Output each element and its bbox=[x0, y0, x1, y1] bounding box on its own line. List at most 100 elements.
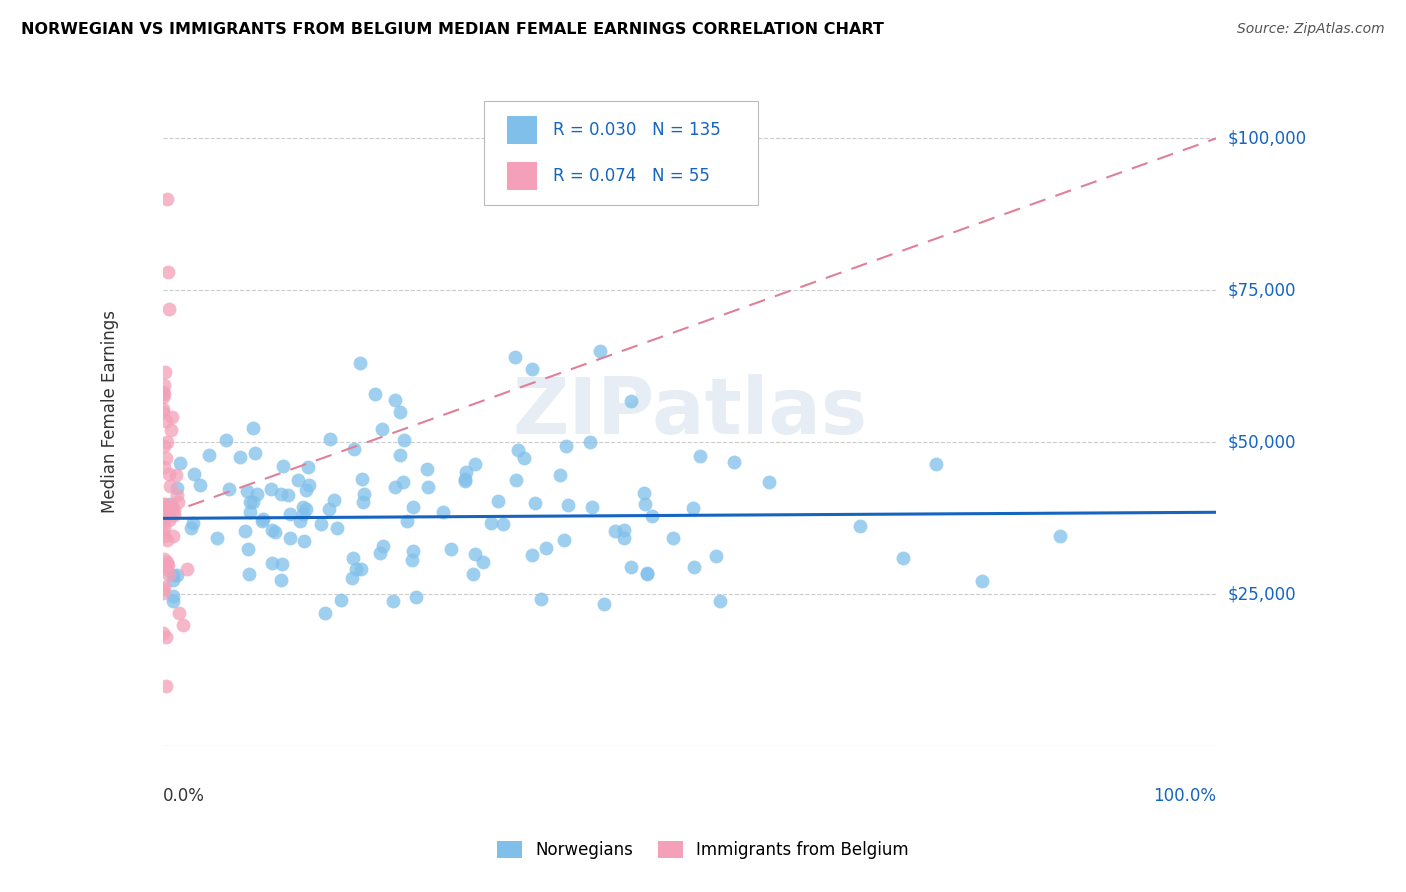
Point bbox=[683, 559, 706, 574]
Point bbox=[162, 567, 184, 582]
Text: 0.0%: 0.0% bbox=[163, 787, 205, 805]
Point bbox=[395, 514, 418, 528]
Point bbox=[287, 474, 309, 488]
Point bbox=[152, 524, 174, 539]
Point bbox=[152, 582, 174, 597]
Legend: Norwegians, Immigrants from Belgium: Norwegians, Immigrants from Belgium bbox=[491, 834, 915, 866]
Point bbox=[344, 562, 367, 576]
Point bbox=[166, 567, 188, 582]
Point bbox=[242, 421, 264, 435]
Point bbox=[292, 508, 315, 522]
Point bbox=[162, 590, 184, 604]
FancyBboxPatch shape bbox=[508, 116, 537, 144]
Point bbox=[295, 483, 318, 497]
Point bbox=[229, 450, 252, 464]
Point bbox=[242, 495, 264, 509]
Point bbox=[159, 497, 181, 511]
Point bbox=[162, 573, 184, 587]
Point bbox=[620, 560, 643, 574]
Point bbox=[157, 513, 180, 527]
Point bbox=[291, 500, 314, 515]
Point bbox=[162, 529, 184, 543]
Point bbox=[152, 625, 174, 640]
Point bbox=[581, 500, 603, 515]
Text: R = 0.030   N = 135: R = 0.030 N = 135 bbox=[553, 120, 720, 138]
Point bbox=[368, 546, 391, 560]
Point bbox=[641, 509, 664, 524]
Point bbox=[384, 392, 406, 407]
Point bbox=[350, 472, 373, 486]
Point bbox=[190, 478, 212, 492]
Point bbox=[152, 390, 174, 404]
Point bbox=[155, 561, 177, 575]
Point bbox=[530, 592, 553, 607]
Point bbox=[160, 499, 183, 513]
Point bbox=[153, 521, 176, 535]
Text: ZIPatlas: ZIPatlas bbox=[512, 374, 868, 450]
Text: NORWEGIAN VS IMMIGRANTS FROM BELGIUM MEDIAN FEMALE EARNINGS CORRELATION CHART: NORWEGIAN VS IMMIGRANTS FROM BELGIUM MED… bbox=[21, 22, 884, 37]
Point bbox=[343, 442, 366, 457]
Text: $25,000: $25,000 bbox=[1227, 585, 1296, 603]
Point bbox=[162, 409, 184, 424]
Point bbox=[486, 494, 509, 508]
Point bbox=[156, 192, 179, 206]
Point bbox=[364, 386, 387, 401]
Point bbox=[246, 486, 269, 500]
Point bbox=[252, 512, 274, 526]
Point bbox=[260, 523, 283, 537]
Point bbox=[155, 450, 177, 465]
Point bbox=[295, 501, 318, 516]
Point bbox=[349, 356, 371, 370]
Point bbox=[578, 435, 600, 450]
Point bbox=[280, 531, 302, 545]
Point bbox=[157, 558, 180, 573]
Point bbox=[239, 505, 262, 519]
Point bbox=[709, 593, 731, 607]
Point bbox=[557, 498, 579, 512]
Point bbox=[405, 590, 427, 604]
Point bbox=[352, 495, 374, 509]
Point bbox=[153, 386, 176, 401]
Point bbox=[252, 514, 274, 528]
Point bbox=[197, 449, 219, 463]
Point bbox=[613, 531, 636, 545]
Point bbox=[152, 502, 174, 516]
Point bbox=[603, 524, 626, 538]
Point bbox=[155, 630, 177, 644]
Point bbox=[384, 479, 406, 493]
Point bbox=[970, 574, 993, 589]
Point bbox=[167, 495, 190, 509]
Point bbox=[153, 366, 176, 380]
Point bbox=[153, 497, 176, 511]
Point bbox=[159, 503, 181, 517]
Point bbox=[402, 500, 425, 515]
Point bbox=[152, 560, 174, 574]
Point bbox=[238, 542, 260, 557]
Point bbox=[636, 566, 658, 580]
Point bbox=[152, 497, 174, 511]
Point bbox=[156, 555, 179, 569]
Point bbox=[233, 524, 256, 538]
Point bbox=[166, 481, 188, 495]
Point bbox=[329, 593, 352, 607]
Text: $50,000: $50,000 bbox=[1227, 434, 1296, 451]
Point bbox=[318, 501, 340, 516]
Point bbox=[153, 459, 176, 474]
Point bbox=[704, 549, 727, 563]
Point bbox=[152, 402, 174, 417]
Point bbox=[401, 552, 423, 566]
Point bbox=[388, 448, 411, 462]
Point bbox=[392, 433, 415, 447]
Point bbox=[155, 558, 177, 573]
Point bbox=[682, 500, 704, 515]
Point bbox=[157, 568, 180, 582]
Point bbox=[464, 457, 486, 471]
Point bbox=[270, 557, 292, 571]
Point bbox=[402, 544, 425, 558]
Point bbox=[353, 487, 375, 501]
Point bbox=[322, 492, 344, 507]
Point bbox=[311, 516, 333, 531]
Point bbox=[388, 405, 411, 419]
Point bbox=[849, 518, 872, 533]
Text: $100,000: $100,000 bbox=[1227, 129, 1306, 147]
